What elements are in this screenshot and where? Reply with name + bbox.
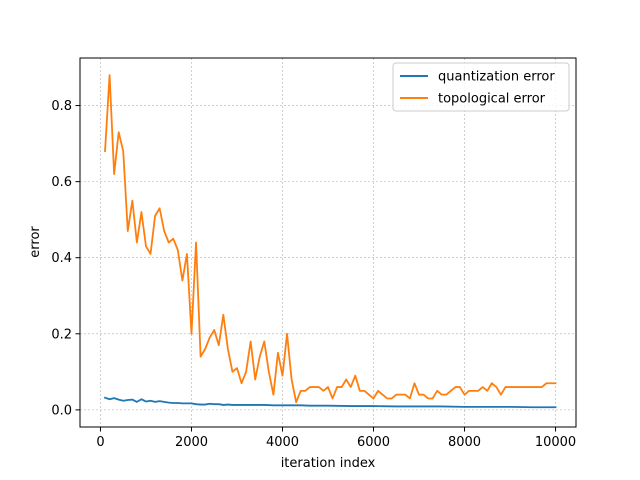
legend-label-quantization-error: quantization error	[438, 70, 555, 85]
x-tick-label: 10000	[535, 435, 576, 450]
x-tick-label: 8000	[448, 435, 481, 450]
series-line-quantization-error	[103, 396, 557, 409]
y-axis-label: error	[28, 226, 43, 258]
x-tick-label: 4000	[266, 435, 299, 450]
y-tick-label: 0.4	[51, 251, 72, 266]
y-tick-label: 0.2	[51, 327, 72, 342]
y-tick-label: 0.0	[51, 403, 72, 418]
legend-label-topological-error: topological error	[438, 92, 546, 107]
legend: quantization error topological error	[392, 62, 570, 112]
x-tick-label: 2000	[175, 435, 208, 450]
x-tick-label: 6000	[357, 435, 390, 450]
y-tick-label: 0.8	[51, 99, 72, 114]
plot-frame	[79, 57, 577, 428]
legend-box	[392, 62, 570, 112]
x-axis-label: iteration index	[281, 456, 376, 471]
series-line-topological-error	[104, 74, 557, 404]
series-layer	[103, 74, 557, 409]
plot-area	[80, 58, 576, 427]
x-tick-label: 0	[96, 435, 104, 450]
y-axis-ticks: 0.0 0.2 0.4 0.6 0.8	[51, 99, 80, 418]
y-tick-label: 0.6	[51, 175, 72, 190]
x-axis-ticks: 0 2000 4000 6000 8000 10000	[96, 427, 576, 450]
